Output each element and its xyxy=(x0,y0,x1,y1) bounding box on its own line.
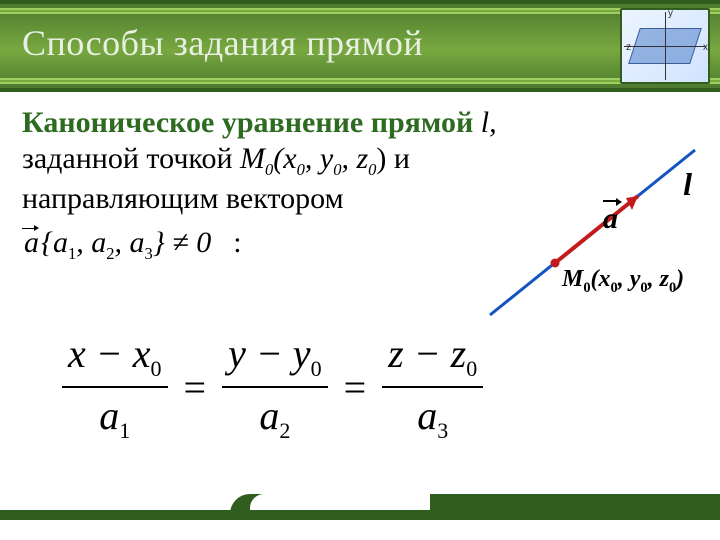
fraction-1: x − x0 a1 xyxy=(62,330,168,444)
canonical-equation: x − x0 a1 = y − y0 a2 = z − z0 a3 xyxy=(62,330,483,444)
f1-num-sub: 0 xyxy=(151,356,162,381)
colon: : xyxy=(233,226,241,260)
eq-2: = xyxy=(344,364,367,411)
vector-definition: a{a1, a2, a3} ≠ 0: xyxy=(22,226,698,264)
corner-label-y: y xyxy=(668,8,673,19)
f2-den: a xyxy=(259,393,279,438)
line2-x0: 0 xyxy=(297,160,305,179)
heading-tail: l, xyxy=(473,106,496,139)
line2-end: ) и xyxy=(376,142,410,175)
f2-num-sub: 0 xyxy=(311,356,322,381)
vector-a-braces: {a1, a2, a3} ≠ 0 xyxy=(41,226,211,259)
f1-den: a xyxy=(99,393,119,438)
footer-right xyxy=(430,494,720,520)
f2-bar xyxy=(222,386,328,388)
header-stripe-top xyxy=(0,8,720,14)
line2-m2: , z xyxy=(341,142,368,175)
f3-den: a xyxy=(417,393,437,438)
f2-num: y − y xyxy=(228,331,311,376)
f3-num-sub: 0 xyxy=(466,356,477,381)
f3-bar xyxy=(382,386,483,388)
corner-axis-graphic: x y z xyxy=(620,8,710,84)
corner-axis-y xyxy=(665,12,666,80)
f1-bar xyxy=(62,386,168,388)
eq-1: = xyxy=(184,364,207,411)
corner-label-x: x xyxy=(703,42,708,53)
heading-line: Каноническое уравнение прямой l, xyxy=(22,106,698,140)
f3-den-sub: 3 xyxy=(437,418,448,443)
f2-den-sub: 2 xyxy=(279,418,290,443)
fraction-3: z − z0 a3 xyxy=(382,330,483,444)
direction-vector-line: направляющим вектором xyxy=(22,182,698,216)
f1-num: x − x xyxy=(68,331,151,376)
slide-title: Способы задания прямой xyxy=(22,22,423,64)
line2-text-a: заданной точкой xyxy=(22,142,240,175)
header-stripe-bottom xyxy=(0,78,720,84)
fraction-2: y − y0 a2 xyxy=(222,330,328,444)
f3-num: z − z xyxy=(388,331,466,376)
corner-label-z: z xyxy=(626,42,631,53)
line2-paren: (x xyxy=(273,142,296,175)
vector-a-symbol: a xyxy=(22,226,41,260)
line2-M: M xyxy=(240,142,265,175)
line2-m1: , y xyxy=(305,142,333,175)
footer-curve-inner xyxy=(250,494,430,510)
content-area: Каноническое уравнение прямой l, заданно… xyxy=(22,100,698,500)
given-point-line: заданной точкой M0(x0, y0, z0) и xyxy=(22,142,698,180)
heading-emphasis: Каноническое уравнение прямой xyxy=(22,106,473,139)
f1-den-sub: 1 xyxy=(119,418,130,443)
